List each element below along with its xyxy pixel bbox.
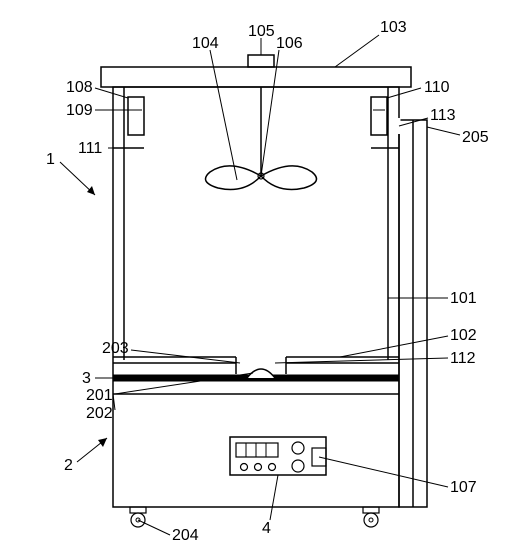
label-204: 204 <box>172 527 199 543</box>
label-2: 2 <box>64 457 73 474</box>
label-109: 109 <box>66 102 93 119</box>
top-knob <box>248 55 274 67</box>
label-112: 112 <box>450 350 476 367</box>
lid <box>101 67 411 87</box>
panel-large-button <box>292 460 304 472</box>
wheel-left <box>130 507 146 527</box>
technical-diagram: 103 105 104 106 108 109 111 110 113 205 … <box>0 0 523 543</box>
left-top-box <box>128 97 144 135</box>
label-108: 108 <box>66 79 93 96</box>
panel-small-button <box>269 464 276 471</box>
label-203: 203 <box>102 340 129 357</box>
label-113: 113 <box>430 107 456 124</box>
right-top-box <box>371 97 387 135</box>
label-105: 105 <box>248 23 275 40</box>
label-102: 102 <box>450 327 477 344</box>
label-107: 107 <box>450 479 477 496</box>
label-1: 1 <box>46 151 55 168</box>
panel-display <box>236 443 278 457</box>
label-101: 101 <box>450 290 477 307</box>
label-106: 106 <box>276 35 303 52</box>
propeller-left <box>206 166 262 190</box>
label-4: 4 <box>262 520 271 537</box>
label-110: 110 <box>424 79 450 96</box>
label-202: 202 <box>86 405 113 422</box>
panel-small-button <box>241 464 248 471</box>
propeller-right <box>261 166 317 190</box>
label-103: 103 <box>380 19 407 36</box>
panel-large-button <box>292 442 304 454</box>
label-205: 205 <box>462 129 489 146</box>
panel-small-button <box>255 464 262 471</box>
label-3: 3 <box>82 370 91 387</box>
label-201: 201 <box>86 387 113 404</box>
wheel-right <box>363 507 379 527</box>
label-104: 104 <box>192 35 219 52</box>
label-111: 111 <box>78 140 102 157</box>
